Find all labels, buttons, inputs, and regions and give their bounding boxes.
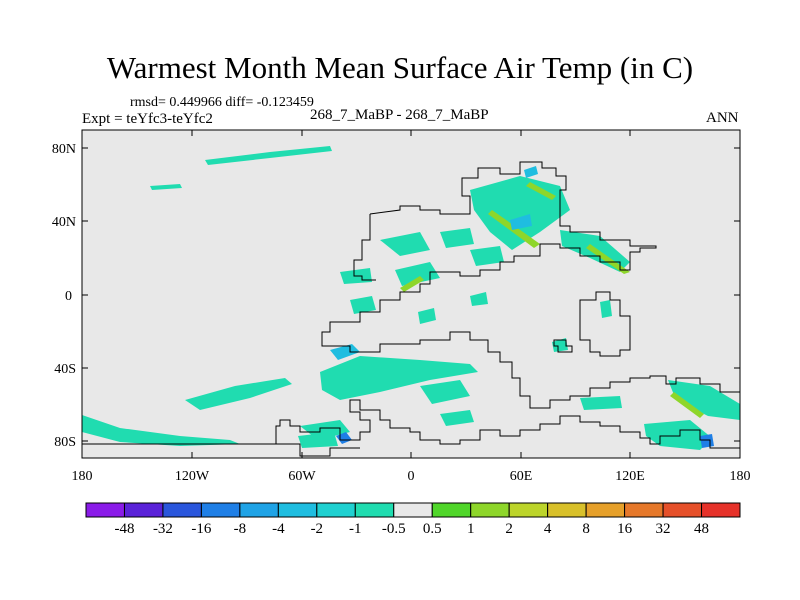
colorbar-label: 1 <box>467 521 475 537</box>
anomaly-patch <box>150 184 182 190</box>
colorbar-label: 16 <box>617 521 633 537</box>
map-ocean <box>82 130 740 458</box>
colorbar-label: 2 <box>505 521 513 537</box>
anomaly-patch <box>420 380 470 404</box>
lat-label-80n: 80N <box>52 142 76 157</box>
lon-label-120e: 120E <box>615 469 645 484</box>
anomaly-patch <box>700 434 714 448</box>
island-outline <box>553 339 573 353</box>
pangaea-south-outline <box>82 399 740 449</box>
lat-label-40n: 40N <box>52 215 76 230</box>
axis-ticks <box>81 130 741 458</box>
colorbar-swatch <box>393 502 433 518</box>
colorbar-swatch <box>123 502 164 518</box>
west-margin-outline <box>353 214 376 281</box>
colorbar-label: 4 <box>544 521 552 537</box>
lon-label-180e: 180 <box>730 469 751 484</box>
colorbar-label: -48 <box>114 521 134 537</box>
anomaly-patch <box>526 182 556 200</box>
anomaly-patch <box>552 338 568 352</box>
colorbar-swatch <box>547 502 587 518</box>
chart-title: Warmest Month Mean Surface Air Temp (in … <box>106 50 694 85</box>
anomaly-patch <box>470 246 504 266</box>
colorbar-swatch <box>624 502 664 518</box>
continent-outlines <box>82 161 740 457</box>
anomaly-patch <box>400 276 424 292</box>
colorbar-label: -32 <box>153 521 173 537</box>
anomaly-patch <box>205 146 332 165</box>
colorbar-swatch <box>85 502 125 518</box>
anomaly-patch <box>644 420 712 450</box>
colorbar-swatch <box>316 502 356 518</box>
anomaly-patch <box>395 262 440 286</box>
colorbar-label: -4 <box>272 521 285 537</box>
season-label: ANN <box>706 110 739 126</box>
anomaly-patch <box>600 300 612 318</box>
colorbar-swatch <box>701 502 741 518</box>
stats-label: rmsd= 0.449966 diff= -0.123459 <box>130 95 314 110</box>
anomaly-patch <box>380 232 430 256</box>
anomaly-patch <box>580 396 622 410</box>
anomaly-patch <box>668 380 740 420</box>
colorbar-swatch <box>662 502 703 518</box>
experiment-label: Expt = teYfc3-teYfc2 <box>82 111 213 127</box>
anomaly-patch <box>510 214 532 230</box>
anomaly-patch <box>670 392 704 418</box>
pangaea-outline <box>321 161 740 409</box>
lon-label-60e: 60E <box>510 469 533 484</box>
anomaly-patch <box>350 296 376 314</box>
anomaly-patch <box>185 378 292 410</box>
anomaly-patch <box>440 228 474 248</box>
anomaly-patch <box>586 244 630 274</box>
center-label: 268_7_MaBP - 268_7_MaBP <box>310 107 489 123</box>
lon-label-180w: 180 <box>72 469 93 484</box>
antarctic-outline <box>82 443 360 457</box>
lat-label-0: 0 <box>65 289 72 304</box>
colorbar-swatch <box>162 502 202 518</box>
colorbar-label: -8 <box>234 521 247 537</box>
colorbar-label: 32 <box>656 521 671 537</box>
anomaly-patch <box>330 344 360 360</box>
colorbar-swatch <box>239 502 279 518</box>
anomaly-patch <box>418 308 436 324</box>
colorbar-label: -2 <box>311 521 324 537</box>
lat-label-80s: 80S <box>54 435 76 450</box>
anomaly-patch <box>320 356 478 400</box>
anomaly-patch <box>82 415 240 446</box>
colorbar-swatch <box>470 502 510 518</box>
lon-label-120w: 120W <box>175 469 210 484</box>
anomaly-patch <box>298 432 338 448</box>
colorbar-swatch <box>508 502 549 518</box>
lat-label-40s: 40S <box>54 362 76 377</box>
anomaly-patch <box>470 292 488 306</box>
anomaly-fields <box>82 146 740 450</box>
island-outline <box>579 291 631 357</box>
colorbar-label: 0.5 <box>423 521 442 537</box>
colorbar-swatch <box>277 502 318 518</box>
colorbar: -48 -32 -16 -8 -4 -2 -1 -0.5 0.5 1 2 4 8 16 32 48 <box>85 502 741 537</box>
colorbar-label: -1 <box>349 521 362 537</box>
lon-label-60w: 60W <box>288 469 316 484</box>
colorbar-swatch <box>354 502 395 518</box>
colorbar-label: -16 <box>191 521 211 537</box>
colorbar-label: -0.5 <box>382 521 406 537</box>
lon-label-0: 0 <box>408 469 415 484</box>
colorbar-swatch <box>431 502 472 518</box>
colorbar-label: 48 <box>694 521 709 537</box>
colorbar-label: 8 <box>582 521 590 537</box>
anomaly-patch <box>524 166 538 178</box>
anomaly-patch <box>440 410 474 426</box>
colorbar-swatch <box>585 502 626 518</box>
colorbar-swatch <box>200 502 241 518</box>
